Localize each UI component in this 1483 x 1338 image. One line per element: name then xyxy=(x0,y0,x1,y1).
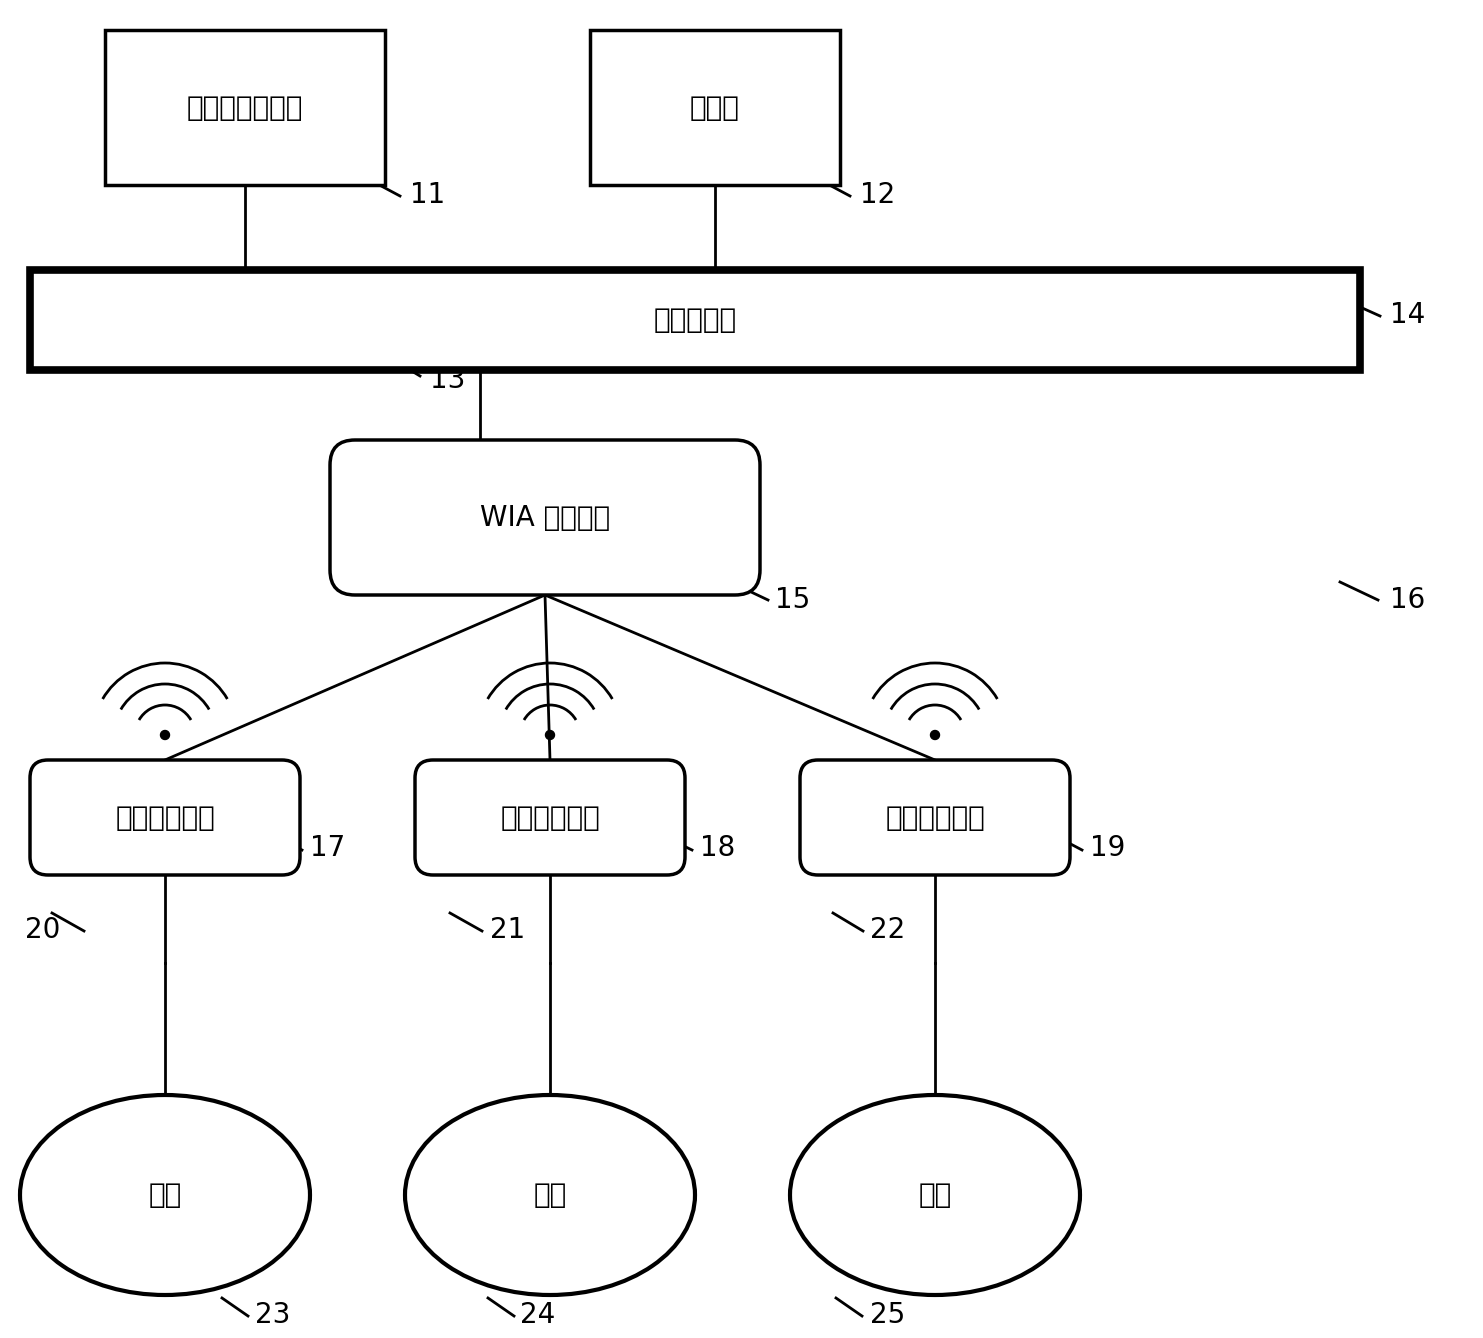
Text: 11: 11 xyxy=(409,181,445,209)
FancyBboxPatch shape xyxy=(30,760,300,875)
Text: 工业以太网: 工业以太网 xyxy=(654,306,737,334)
Text: 无线振动仪表: 无线振动仪表 xyxy=(885,804,985,831)
Text: 设备: 设备 xyxy=(918,1181,952,1210)
FancyBboxPatch shape xyxy=(331,440,759,595)
Text: 19: 19 xyxy=(1090,834,1126,862)
Text: 20: 20 xyxy=(25,917,61,945)
Ellipse shape xyxy=(19,1094,310,1295)
Text: 25: 25 xyxy=(871,1301,905,1329)
Circle shape xyxy=(930,731,940,740)
Ellipse shape xyxy=(405,1094,696,1295)
Text: 监测诊断上位机: 监测诊断上位机 xyxy=(187,94,303,122)
Text: 21: 21 xyxy=(489,917,525,945)
Bar xyxy=(30,270,1360,371)
Text: 设备: 设备 xyxy=(148,1181,181,1210)
FancyBboxPatch shape xyxy=(799,760,1071,875)
Text: 14: 14 xyxy=(1390,301,1425,329)
Text: 24: 24 xyxy=(521,1301,555,1329)
Bar xyxy=(105,29,386,185)
Text: 18: 18 xyxy=(700,834,736,862)
FancyBboxPatch shape xyxy=(415,760,685,875)
Text: 无线振动仪表: 无线振动仪表 xyxy=(500,804,601,831)
Text: 16: 16 xyxy=(1390,586,1425,614)
Circle shape xyxy=(546,731,555,740)
Text: 12: 12 xyxy=(860,181,896,209)
Text: 服务器: 服务器 xyxy=(690,94,740,122)
Text: 15: 15 xyxy=(776,586,810,614)
Text: WIA 无线网关: WIA 无线网关 xyxy=(480,503,610,531)
Text: 23: 23 xyxy=(255,1301,291,1329)
Text: 设备: 设备 xyxy=(534,1181,567,1210)
Text: 13: 13 xyxy=(430,367,466,393)
Bar xyxy=(590,29,839,185)
Ellipse shape xyxy=(790,1094,1080,1295)
Text: 22: 22 xyxy=(871,917,905,945)
Text: 17: 17 xyxy=(310,834,346,862)
Circle shape xyxy=(160,731,169,740)
Text: 无线振动仪表: 无线振动仪表 xyxy=(116,804,215,831)
